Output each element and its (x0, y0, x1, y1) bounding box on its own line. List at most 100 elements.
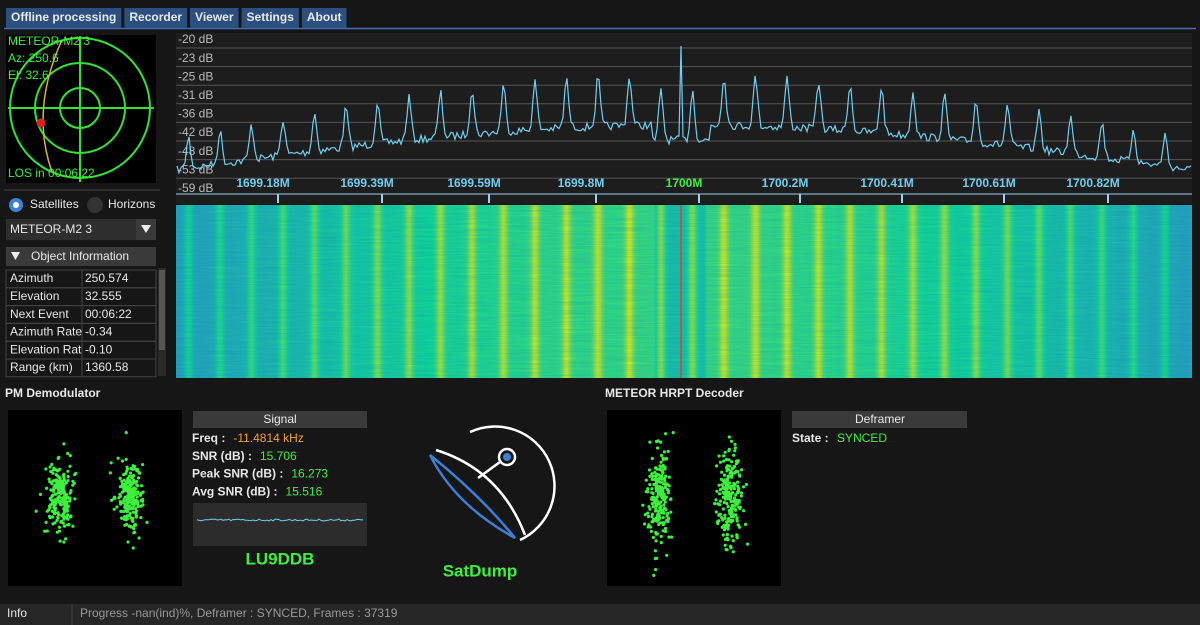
section-title[interactable]: Object Information (31, 249, 129, 263)
signal-value: -11.4814 kHz (233, 431, 303, 445)
constellation-point (137, 470, 141, 474)
tab-label[interactable]: Settings (247, 10, 295, 24)
constellation-point (134, 510, 138, 515)
constellation-point (136, 490, 140, 494)
constellation-point (721, 507, 725, 511)
tab-label[interactable]: Recorder (129, 10, 182, 24)
constellation-point (662, 450, 667, 454)
frequency-label: 1699.39M (340, 176, 393, 190)
constellation-point (663, 497, 667, 501)
constellation-point (650, 474, 655, 478)
constellation-point (722, 528, 727, 532)
constellation-point (720, 483, 724, 487)
constellation-point (45, 486, 49, 490)
tab[interactable] (190, 8, 239, 28)
constellation-point (652, 495, 656, 499)
constellation-point (51, 489, 55, 493)
frequency-label: 1700.61M (962, 176, 1015, 190)
constellation-point (729, 546, 733, 550)
constellation-point (63, 509, 67, 513)
constellation-point (122, 497, 126, 501)
constellation-point (47, 514, 52, 518)
constellation-point (45, 529, 49, 533)
section-header[interactable] (6, 247, 156, 266)
tab[interactable] (6, 8, 122, 28)
tab[interactable] (241, 8, 299, 28)
constellation-point (54, 479, 58, 483)
tab-label[interactable]: Viewer (195, 10, 234, 24)
snr-plot (193, 503, 367, 546)
constellation-point (123, 486, 127, 490)
constellation-point (139, 484, 143, 488)
constellation-point (48, 503, 53, 507)
tab-label[interactable]: Offline processing (11, 10, 116, 24)
constellation-point (664, 508, 668, 512)
constellation-point (721, 518, 725, 522)
constellation-point (732, 464, 737, 468)
constellation-point (141, 490, 145, 494)
constellation-point (134, 515, 138, 519)
constellation-point (120, 459, 125, 463)
option-label[interactable]: Horizons (108, 197, 155, 211)
dropdown-value[interactable]: METEOR-M2 3 (10, 222, 92, 236)
constellation-point (647, 523, 651, 527)
constellation-point (661, 529, 665, 533)
constellation-point (69, 515, 73, 519)
constellation-point (52, 466, 56, 470)
constellation-point (728, 481, 732, 485)
constellation-point (729, 485, 733, 489)
constellation-point (131, 500, 135, 504)
constellation-point (646, 514, 651, 519)
satellite-dropdown[interactable] (6, 219, 136, 240)
constellation-point (62, 540, 66, 544)
constellation-point (725, 468, 729, 472)
constellation-point (647, 505, 651, 509)
constellation-point (665, 553, 669, 557)
constellation-point (658, 490, 662, 494)
constellation-point (64, 537, 68, 541)
constellation-point (652, 517, 656, 522)
constellation-point (658, 506, 662, 510)
constellation-point (66, 475, 70, 479)
constellation-point (714, 510, 718, 514)
constellation-point (670, 535, 674, 539)
constellation-point (655, 532, 660, 536)
constellation-point (73, 497, 77, 501)
constellation-points (34, 431, 149, 550)
constellation-point (51, 493, 55, 497)
tab-label[interactable]: About (307, 10, 342, 24)
constellation-point (69, 489, 73, 493)
constellation-point (139, 499, 143, 503)
constellation-point (126, 540, 130, 544)
frequency-label: 1700.2M (762, 176, 809, 190)
constellation-point (52, 485, 56, 489)
constellation-point (730, 471, 734, 475)
option-label[interactable]: Satellites (30, 197, 79, 211)
signal-value: 15.706 (260, 449, 297, 463)
constellation-point (132, 523, 137, 527)
scrollbar-thumb[interactable] (159, 270, 165, 350)
tab[interactable] (124, 8, 188, 28)
constellation-point (44, 467, 48, 471)
constellation-point (717, 513, 721, 517)
constellation-point (649, 529, 654, 534)
constellation-point (52, 499, 57, 504)
constellation-point (54, 492, 58, 496)
constellation-point (137, 476, 141, 480)
constellation-point (120, 484, 124, 488)
constellation-point (115, 505, 119, 509)
signal-info: Freq : -11.4814 kHz SNR (dB) : 15.706 Peak S… (192, 431, 328, 498)
constellation-point (34, 509, 38, 513)
constellation-point (721, 533, 725, 537)
radar-elevation: El: 32.6 (8, 68, 49, 82)
constellation-point (117, 496, 121, 500)
constellation-point (725, 532, 730, 537)
constellation-point (51, 515, 55, 519)
radio-horizons[interactable] (87, 197, 103, 213)
constellation-point (662, 503, 666, 507)
tab[interactable] (301, 8, 347, 28)
constellation-point (650, 515, 654, 519)
constellation-point (664, 519, 669, 523)
constellation-point (653, 466, 658, 470)
constellation-point (63, 502, 67, 507)
